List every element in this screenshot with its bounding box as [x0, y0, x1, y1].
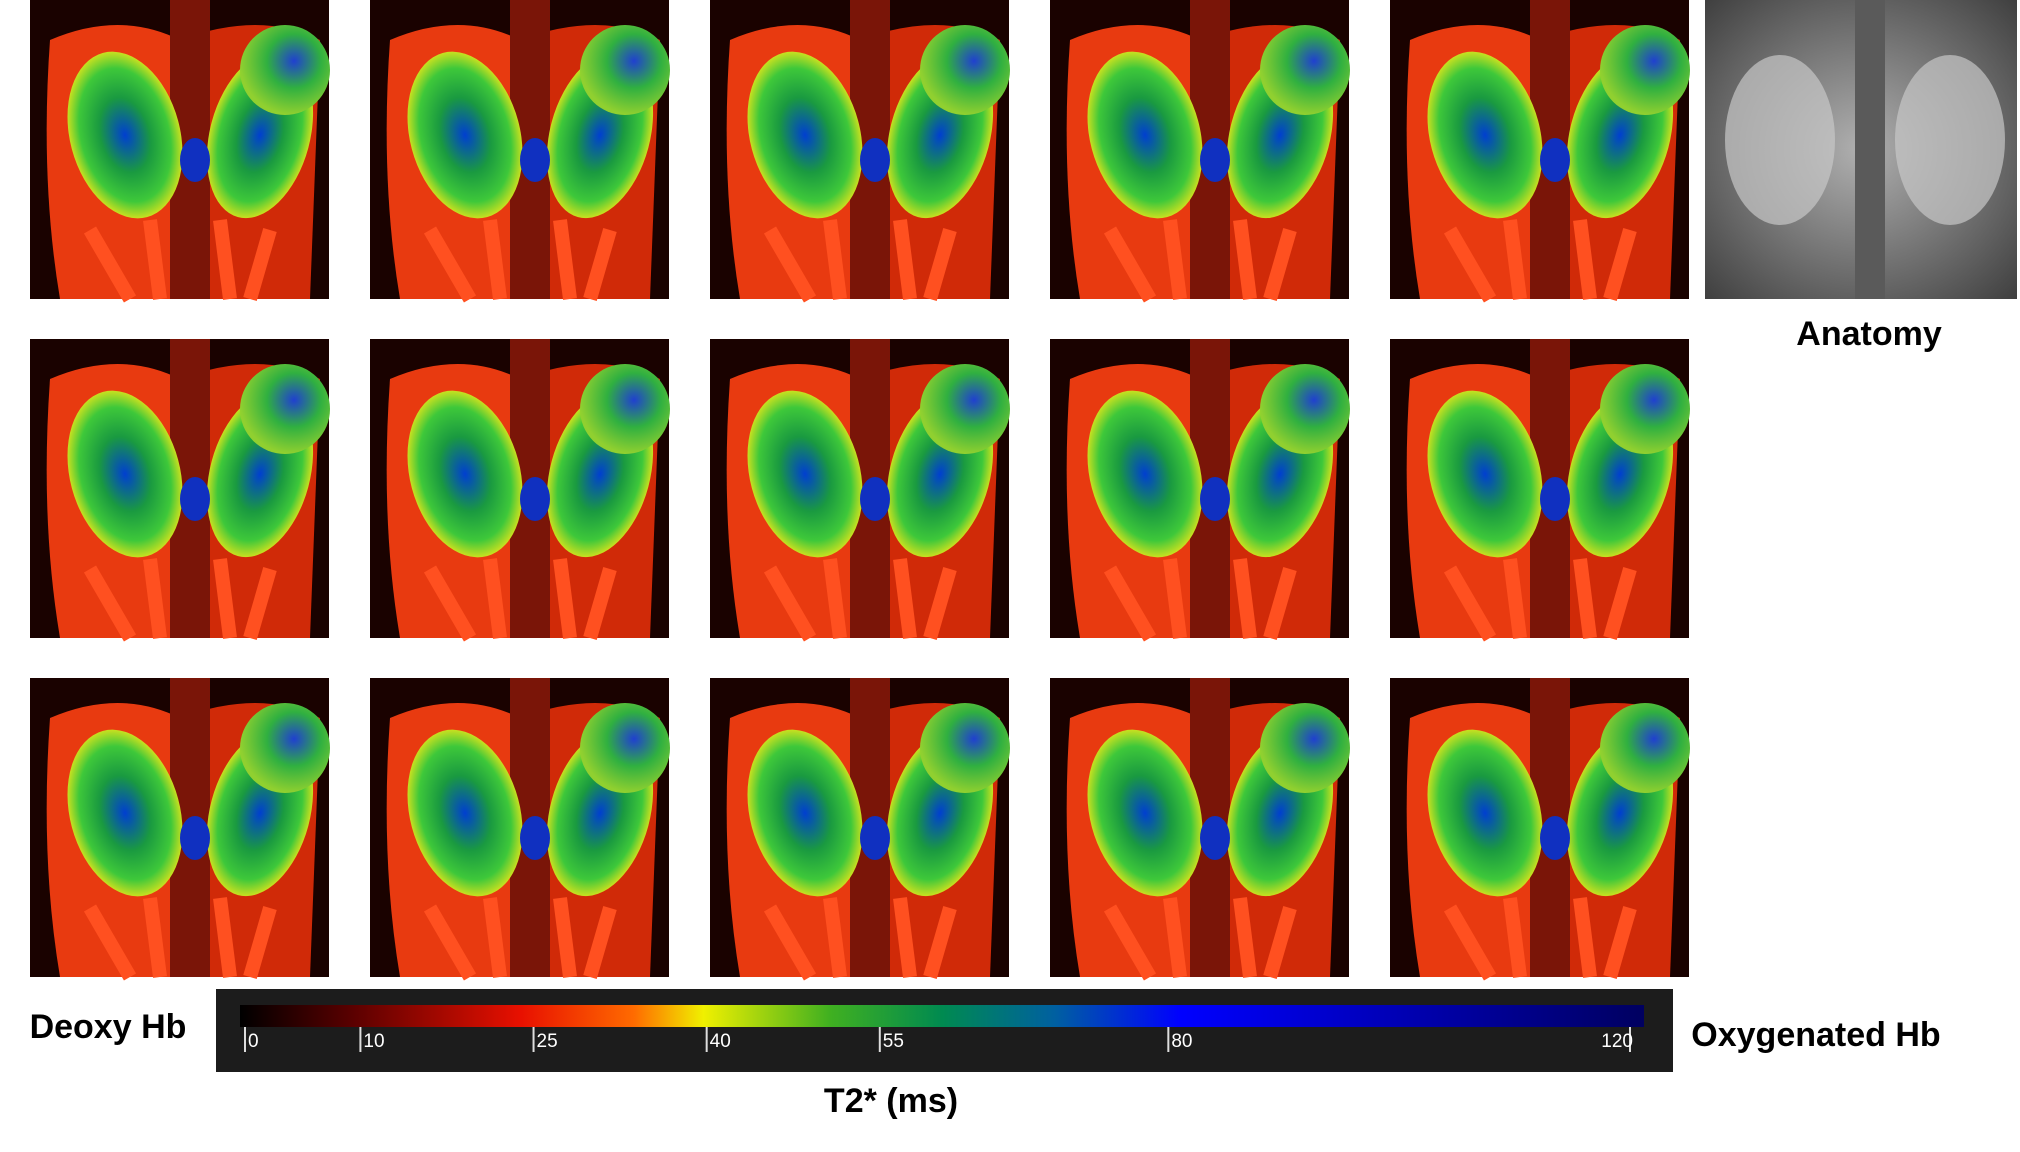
map-tile — [1390, 339, 1690, 638]
colorbar-frame — [216, 989, 1673, 1072]
tick-label: 120 — [1601, 1031, 1633, 1052]
left-label: Deoxy Hb — [30, 1008, 187, 1046]
tick-label: 10 — [363, 1031, 384, 1052]
map-tile — [710, 339, 1010, 638]
tick-label: 25 — [537, 1031, 558, 1052]
colorbar-ticks: 0 10 25 40 55 80 120 — [244, 1027, 1633, 1052]
map-tile — [710, 678, 1010, 977]
map-tile — [710, 0, 1010, 299]
tick-label: 55 — [883, 1031, 904, 1052]
map-tile — [1390, 678, 1690, 977]
map-tile — [1390, 0, 1690, 299]
anatomy-label: Anatomy — [1796, 315, 1942, 353]
map-tile — [370, 339, 670, 638]
tick-label: 40 — [710, 1031, 731, 1052]
colorbar-title: T2* (ms) — [824, 1082, 958, 1120]
t2star-maps — [30, 0, 1690, 977]
map-tile — [30, 0, 330, 299]
map-tile — [1050, 678, 1350, 977]
map-tile — [370, 678, 670, 977]
map-tile — [1050, 339, 1350, 638]
tick-label: 0 — [248, 1031, 259, 1052]
right-label: Oxygenated Hb — [1691, 1016, 1940, 1054]
map-tile — [30, 339, 330, 638]
map-tile — [370, 0, 670, 299]
tick-label: 80 — [1171, 1031, 1192, 1052]
colorbar — [240, 1005, 1644, 1027]
anatomy-image — [1705, 0, 2017, 299]
map-tile — [30, 678, 330, 977]
map-tile — [1050, 0, 1350, 299]
